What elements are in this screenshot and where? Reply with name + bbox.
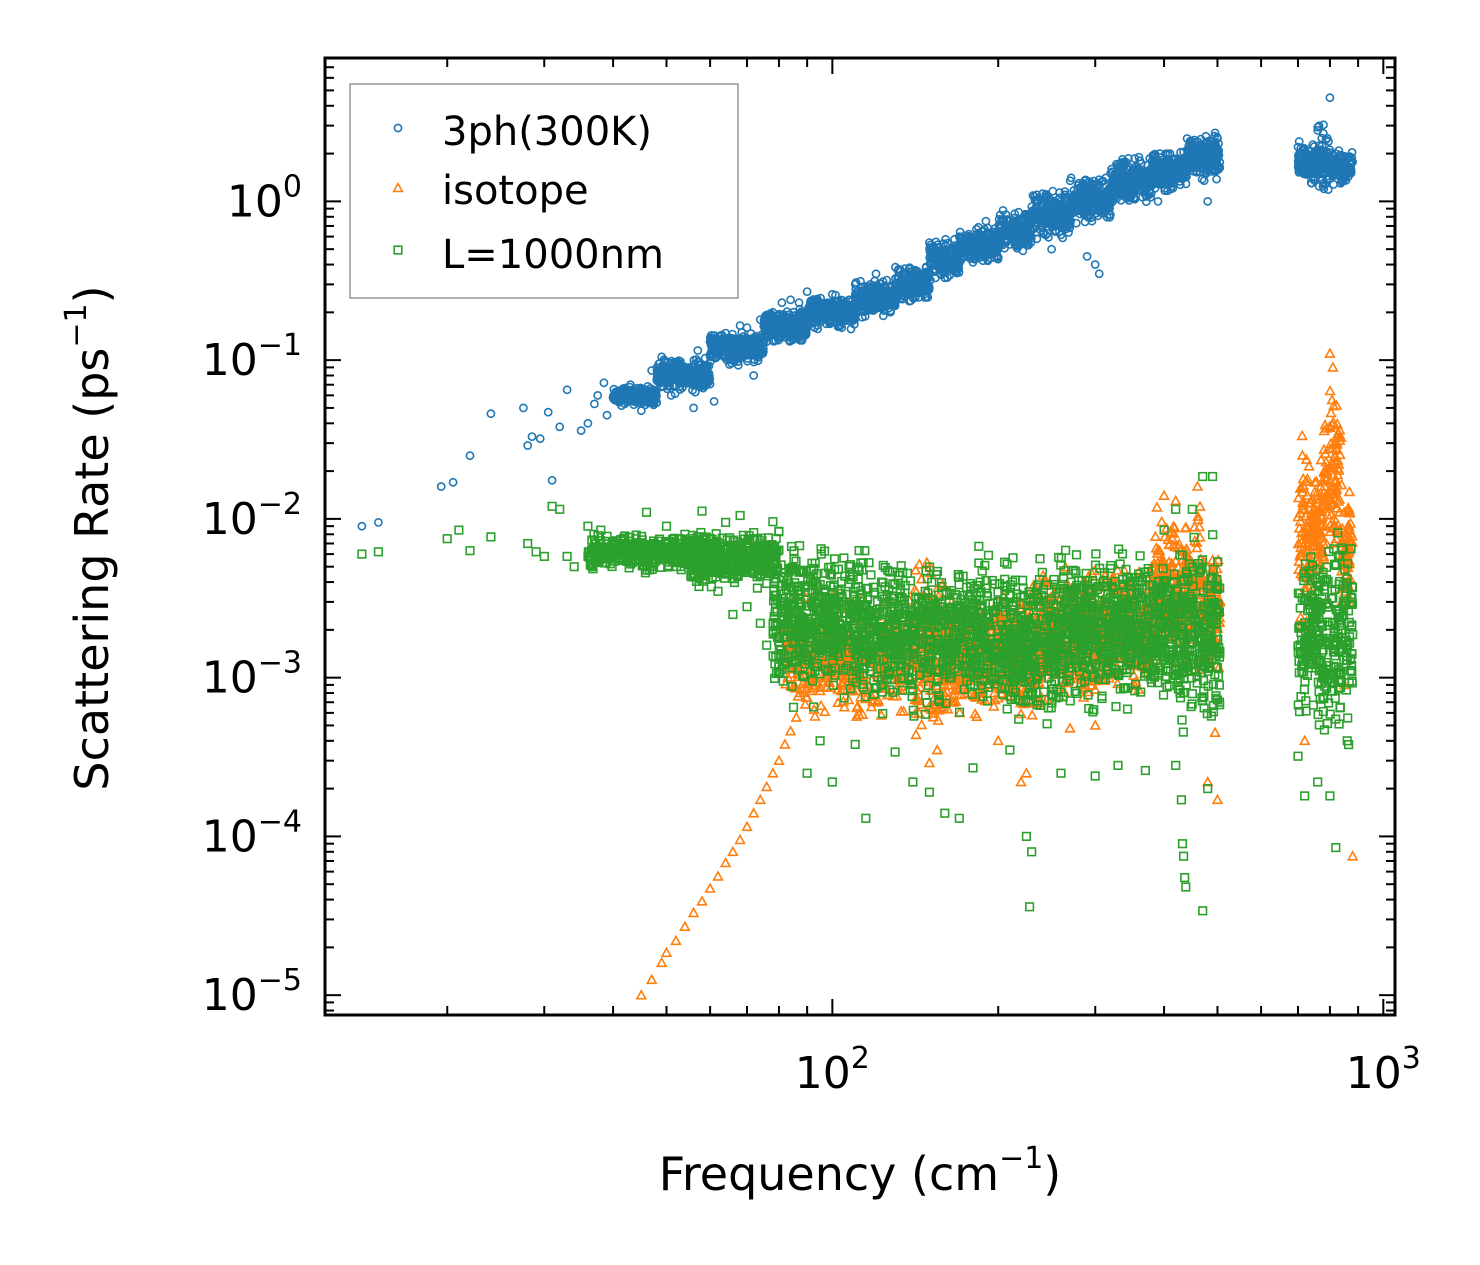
data-point	[774, 311, 784, 321]
data-point	[759, 336, 769, 346]
data-point	[688, 367, 698, 377]
data-point	[705, 350, 715, 359]
data-point	[647, 386, 656, 396]
data-point	[675, 385, 685, 394]
data-point	[784, 319, 793, 329]
data-point	[690, 387, 700, 397]
data-point	[768, 327, 778, 337]
data-point	[720, 352, 730, 362]
data-point	[788, 315, 798, 324]
data-point	[704, 372, 714, 381]
series-0	[357, 93, 1357, 531]
data-point	[770, 316, 780, 326]
data-point	[724, 347, 734, 356]
data-point	[727, 335, 737, 345]
data-point	[796, 332, 806, 342]
data-point	[629, 400, 639, 410]
data-point	[777, 323, 786, 333]
data-point	[785, 336, 795, 346]
plot-data	[357, 93, 1359, 1000]
data-point	[702, 379, 712, 389]
data-point	[753, 352, 763, 362]
data-point	[746, 344, 755, 354]
data-point	[736, 345, 745, 355]
data-point	[690, 359, 699, 369]
data-point	[629, 396, 639, 406]
data-point	[672, 375, 682, 385]
plot-area	[357, 93, 1359, 1000]
data-point	[684, 370, 694, 379]
data-point	[764, 329, 773, 339]
data-point	[609, 384, 619, 394]
data-point	[660, 374, 670, 384]
data-point	[729, 341, 739, 351]
data-point	[796, 318, 805, 327]
data-point	[755, 348, 765, 358]
data-point	[616, 392, 626, 402]
data-point	[662, 384, 672, 394]
data-point	[711, 344, 721, 354]
data-point	[702, 363, 712, 373]
data-point	[746, 336, 756, 346]
data-point	[753, 356, 763, 366]
data-point	[650, 395, 660, 405]
data-point	[620, 391, 630, 401]
data-point	[738, 337, 748, 347]
data-point	[704, 368, 714, 378]
